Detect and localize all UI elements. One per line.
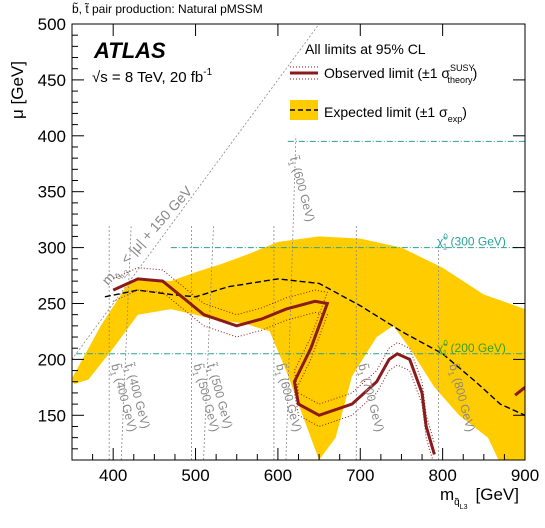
squark-label-sub: 1 xyxy=(286,160,296,167)
y-tick-label: 300 xyxy=(38,239,66,258)
diagonal-line xyxy=(72,24,320,360)
x-axis-label: mq̃L3 [GeV] xyxy=(440,485,519,511)
squark-label-sub: 1 xyxy=(204,367,214,374)
legend-expected-text: Expected limit (±1 σ xyxy=(324,104,448,120)
x-tick-label: 800 xyxy=(428,466,456,485)
legend-observed-sub: theory xyxy=(448,75,474,85)
x-tick-label: 500 xyxy=(181,466,209,485)
axis-ticks: 400 500 600 700 800 900 150 200 250 300 350 400 450 5… xyxy=(38,15,540,485)
squark-label-sym: t̃ xyxy=(287,154,303,164)
neutralino-label-1: χ̃0 1 (200 GeV) xyxy=(437,339,506,358)
neutralino-label-sup: 0 xyxy=(443,339,448,348)
neutralino-label-sub: 1 xyxy=(443,243,448,252)
y-tick-label: 200 xyxy=(38,350,66,369)
squark-label-sub: 1 xyxy=(190,370,200,377)
x-axis-label-subsub: L3 xyxy=(460,504,468,511)
legend-expected-sub: exp xyxy=(448,114,463,124)
squark-label-sym: b̃ xyxy=(191,362,207,373)
legend-expected-label: Expected limit (±1 σexp) xyxy=(324,104,467,124)
squark-label-rest: (700 GeV) xyxy=(358,373,387,433)
squark-label-sym: t̃ xyxy=(122,361,138,371)
diagonal-label-subsub: L3 xyxy=(121,269,131,280)
squark-label-sym: b̃ xyxy=(355,362,371,373)
y-tick-label: 350 xyxy=(38,183,66,202)
squark-label-sym: b̃ xyxy=(273,362,289,373)
y-tick-label: 400 xyxy=(38,127,66,146)
x-tick-label: 900 xyxy=(511,466,539,485)
y-axis-label: μ [GeV] xyxy=(8,61,27,119)
legend-expected-swatch xyxy=(290,100,318,120)
squark-label-sym: b̃ xyxy=(446,362,462,373)
squark-label-sub: 1 xyxy=(121,367,131,374)
x-tick-label: 400 xyxy=(99,466,127,485)
expected-limit-line xyxy=(104,278,525,416)
diagonal-label-rest: < |μ| + 150 GeV xyxy=(115,182,196,269)
legend-observed-close: ) xyxy=(473,65,478,81)
legend-expected-close: ) xyxy=(462,104,467,120)
x-tick-label: 600 xyxy=(264,466,292,485)
expected-band xyxy=(72,236,525,460)
x-axis-label-unit: [GeV] xyxy=(476,485,519,504)
y-tick-label: 500 xyxy=(38,15,66,34)
energy-label: √s = 8 TeV, 20 fb-1 xyxy=(92,67,213,86)
squark-line-3 xyxy=(203,225,214,460)
legend-observed-text: Observed limit (±1 σ xyxy=(324,65,450,81)
neutralino-label-rest: (300 GeV) xyxy=(447,235,506,249)
squark-label-sub: 1 xyxy=(355,370,365,377)
y-tick-label: 450 xyxy=(38,71,66,90)
neutralino-label-sym: χ̃ xyxy=(437,235,448,249)
diagonal-label-sub: q̃ xyxy=(113,271,124,282)
legend-observed-sup: SUSY xyxy=(450,63,475,73)
energy-text: √s = 8 TeV, 20 fb xyxy=(92,69,203,86)
y-tick-label: 150 xyxy=(38,406,66,425)
neutralino-label-0: χ̃0 1 (300 GeV) xyxy=(437,233,506,252)
x-axis-label-m: m xyxy=(440,485,454,504)
neutralino-label-sup: 0 xyxy=(443,233,448,242)
limits-note: All limits at 95% CL xyxy=(305,41,426,57)
y-tick-label: 250 xyxy=(38,294,66,313)
neutralino-label-sub: 1 xyxy=(443,349,448,358)
legend-observed-label: Observed limit (±1 σSUSY theory) xyxy=(324,63,477,85)
squark-line-1 xyxy=(120,225,132,460)
energy-sup: -1 xyxy=(203,67,212,78)
squark-label-sub: 1 xyxy=(108,370,118,377)
x-axis-label-sub: q̃ xyxy=(454,497,460,508)
squark-label-sym: t̃ xyxy=(204,361,220,371)
diagonal-label: mq̃L3 < |μ| + 150 GeV xyxy=(98,182,200,292)
atlas-label: ATLAS xyxy=(93,38,166,63)
neutralino-label-sym: χ̃ xyxy=(437,341,448,355)
observed-limit-line xyxy=(112,277,436,455)
observed-limit-up xyxy=(112,267,435,444)
squark-label-sub: 1 xyxy=(446,370,456,377)
neutralino-label-rest: (200 GeV) xyxy=(447,341,506,355)
observed-limit-down xyxy=(112,289,434,460)
squark-label-sub: 1 xyxy=(273,370,283,377)
squark-label-6: t̃1 (600 GeV) xyxy=(285,154,319,224)
chart-title: b̃, t̃ pair production: Natural pMSSM xyxy=(72,1,263,16)
squark-label-sym: b̃ xyxy=(108,362,124,373)
observed-limit-line-2 xyxy=(514,386,525,397)
plot-content: b̃1 (400 GeV)t̃1 (400 GeV)b̃1 (500 GeV)t… xyxy=(72,24,525,460)
x-tick-label: 700 xyxy=(346,466,374,485)
